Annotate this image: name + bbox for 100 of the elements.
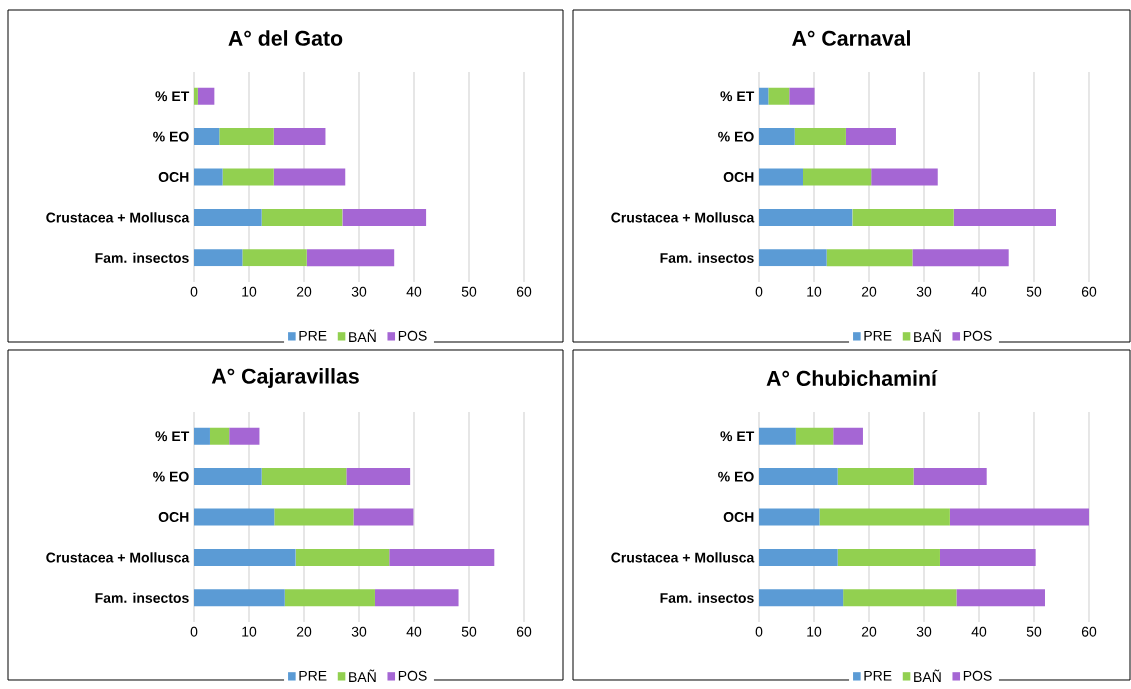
x-tick-label: 0 [190, 626, 198, 637]
x-tick-label: 10 [807, 626, 822, 637]
y-tick-label: OCH [723, 511, 754, 522]
x-tick-label: 50 [1026, 626, 1042, 637]
y-tick-label: OCH [158, 511, 189, 522]
bar [261, 468, 347, 486]
bar [913, 468, 987, 486]
bar [759, 168, 803, 186]
x-tick-label: 40 [406, 626, 422, 637]
bar [197, 87, 215, 105]
bar [219, 128, 274, 146]
chart-title: A° Cajaravillas [211, 367, 359, 388]
x-tick-label: 60 [516, 286, 532, 297]
bar [939, 548, 1036, 566]
bar [273, 168, 346, 186]
bar [261, 208, 343, 226]
y-tick-label: % EO [718, 131, 754, 142]
legend-label: PRE [299, 670, 327, 681]
y-tick-label: % EO [718, 471, 754, 482]
x-tick-label: 40 [971, 626, 987, 637]
y-tick-label: Crustacea + Mollusca [46, 212, 190, 223]
bar [342, 208, 427, 226]
y-tick-label: % EO [153, 131, 189, 142]
y-tick-label: Fam. insectos [660, 252, 754, 263]
x-tick-label: 60 [1081, 286, 1097, 297]
bar [759, 548, 838, 566]
y-tick-label: % ET [720, 91, 755, 102]
bar [803, 168, 872, 186]
bar [274, 508, 354, 526]
y-tick-label: Crustacea + Mollusca [611, 212, 755, 223]
bar [759, 508, 820, 526]
bar [284, 589, 375, 607]
bar [768, 87, 790, 105]
bar [759, 589, 844, 607]
bar [273, 128, 326, 146]
bar [374, 589, 459, 607]
x-tick-label: 50 [1026, 286, 1042, 297]
bar [759, 208, 853, 226]
chart-title: A° del Gato [228, 30, 343, 46]
chart-title: A° Carnaval [792, 30, 910, 46]
bar [826, 249, 913, 267]
bar [837, 548, 940, 566]
bar [819, 508, 950, 526]
x-tick-label: 40 [971, 286, 987, 297]
bar [843, 589, 957, 607]
x-tick-label: 30 [916, 286, 932, 297]
y-tick-label: Crustacea + Mollusca [611, 552, 755, 563]
bar [222, 168, 274, 186]
bar [837, 468, 914, 486]
y-tick-label: % ET [155, 431, 190, 442]
legend-label: PRE [864, 670, 892, 681]
x-tick-label: 60 [1081, 626, 1097, 637]
x-tick-label: 10 [242, 286, 257, 297]
bar [209, 427, 230, 445]
bar [346, 468, 411, 486]
y-tick-label: OCH [158, 171, 189, 182]
bar [949, 508, 1089, 526]
bar [759, 128, 795, 146]
legend-label: POS [963, 330, 992, 341]
bar [194, 589, 285, 607]
x-tick-label: 50 [461, 626, 477, 637]
x-tick-label: 20 [861, 286, 877, 297]
x-tick-label: 30 [916, 626, 932, 637]
legend-label: BAÑ [349, 669, 376, 682]
bar [789, 87, 815, 105]
x-tick-label: 30 [351, 626, 367, 637]
legend-label: BAÑ [914, 329, 941, 342]
chart-title: A° Chubichaminí [766, 369, 938, 386]
x-tick-label: 20 [861, 626, 877, 637]
bar [194, 508, 275, 526]
bar [194, 249, 243, 267]
bar [953, 208, 1056, 226]
bar [194, 468, 262, 486]
bar [194, 168, 223, 186]
bar [194, 427, 210, 445]
y-tick-label: Crustacea + Mollusca [46, 552, 190, 563]
x-tick-label: 10 [807, 286, 822, 297]
y-tick-label: Fam. insectos [95, 592, 189, 603]
bar [759, 249, 827, 267]
legend-label: POS [963, 670, 992, 681]
bar [306, 249, 395, 267]
x-tick-label: 0 [190, 286, 198, 297]
x-tick-label: 50 [461, 286, 477, 297]
bar [956, 589, 1045, 607]
legend-label: BAÑ [349, 329, 376, 342]
x-tick-label: 10 [242, 626, 257, 637]
bar [852, 208, 954, 226]
bar [912, 249, 1009, 267]
bar [845, 128, 896, 146]
legend-label: PRE [299, 330, 327, 341]
bar [759, 427, 796, 445]
bar [229, 427, 260, 445]
bar [833, 427, 863, 445]
legend-label: POS [398, 670, 427, 681]
y-tick-label: % EO [153, 471, 189, 482]
bar [794, 128, 846, 146]
x-tick-label: 20 [296, 286, 312, 297]
legend-label: BAÑ [914, 669, 941, 682]
bar [295, 548, 390, 566]
bar [353, 508, 414, 526]
